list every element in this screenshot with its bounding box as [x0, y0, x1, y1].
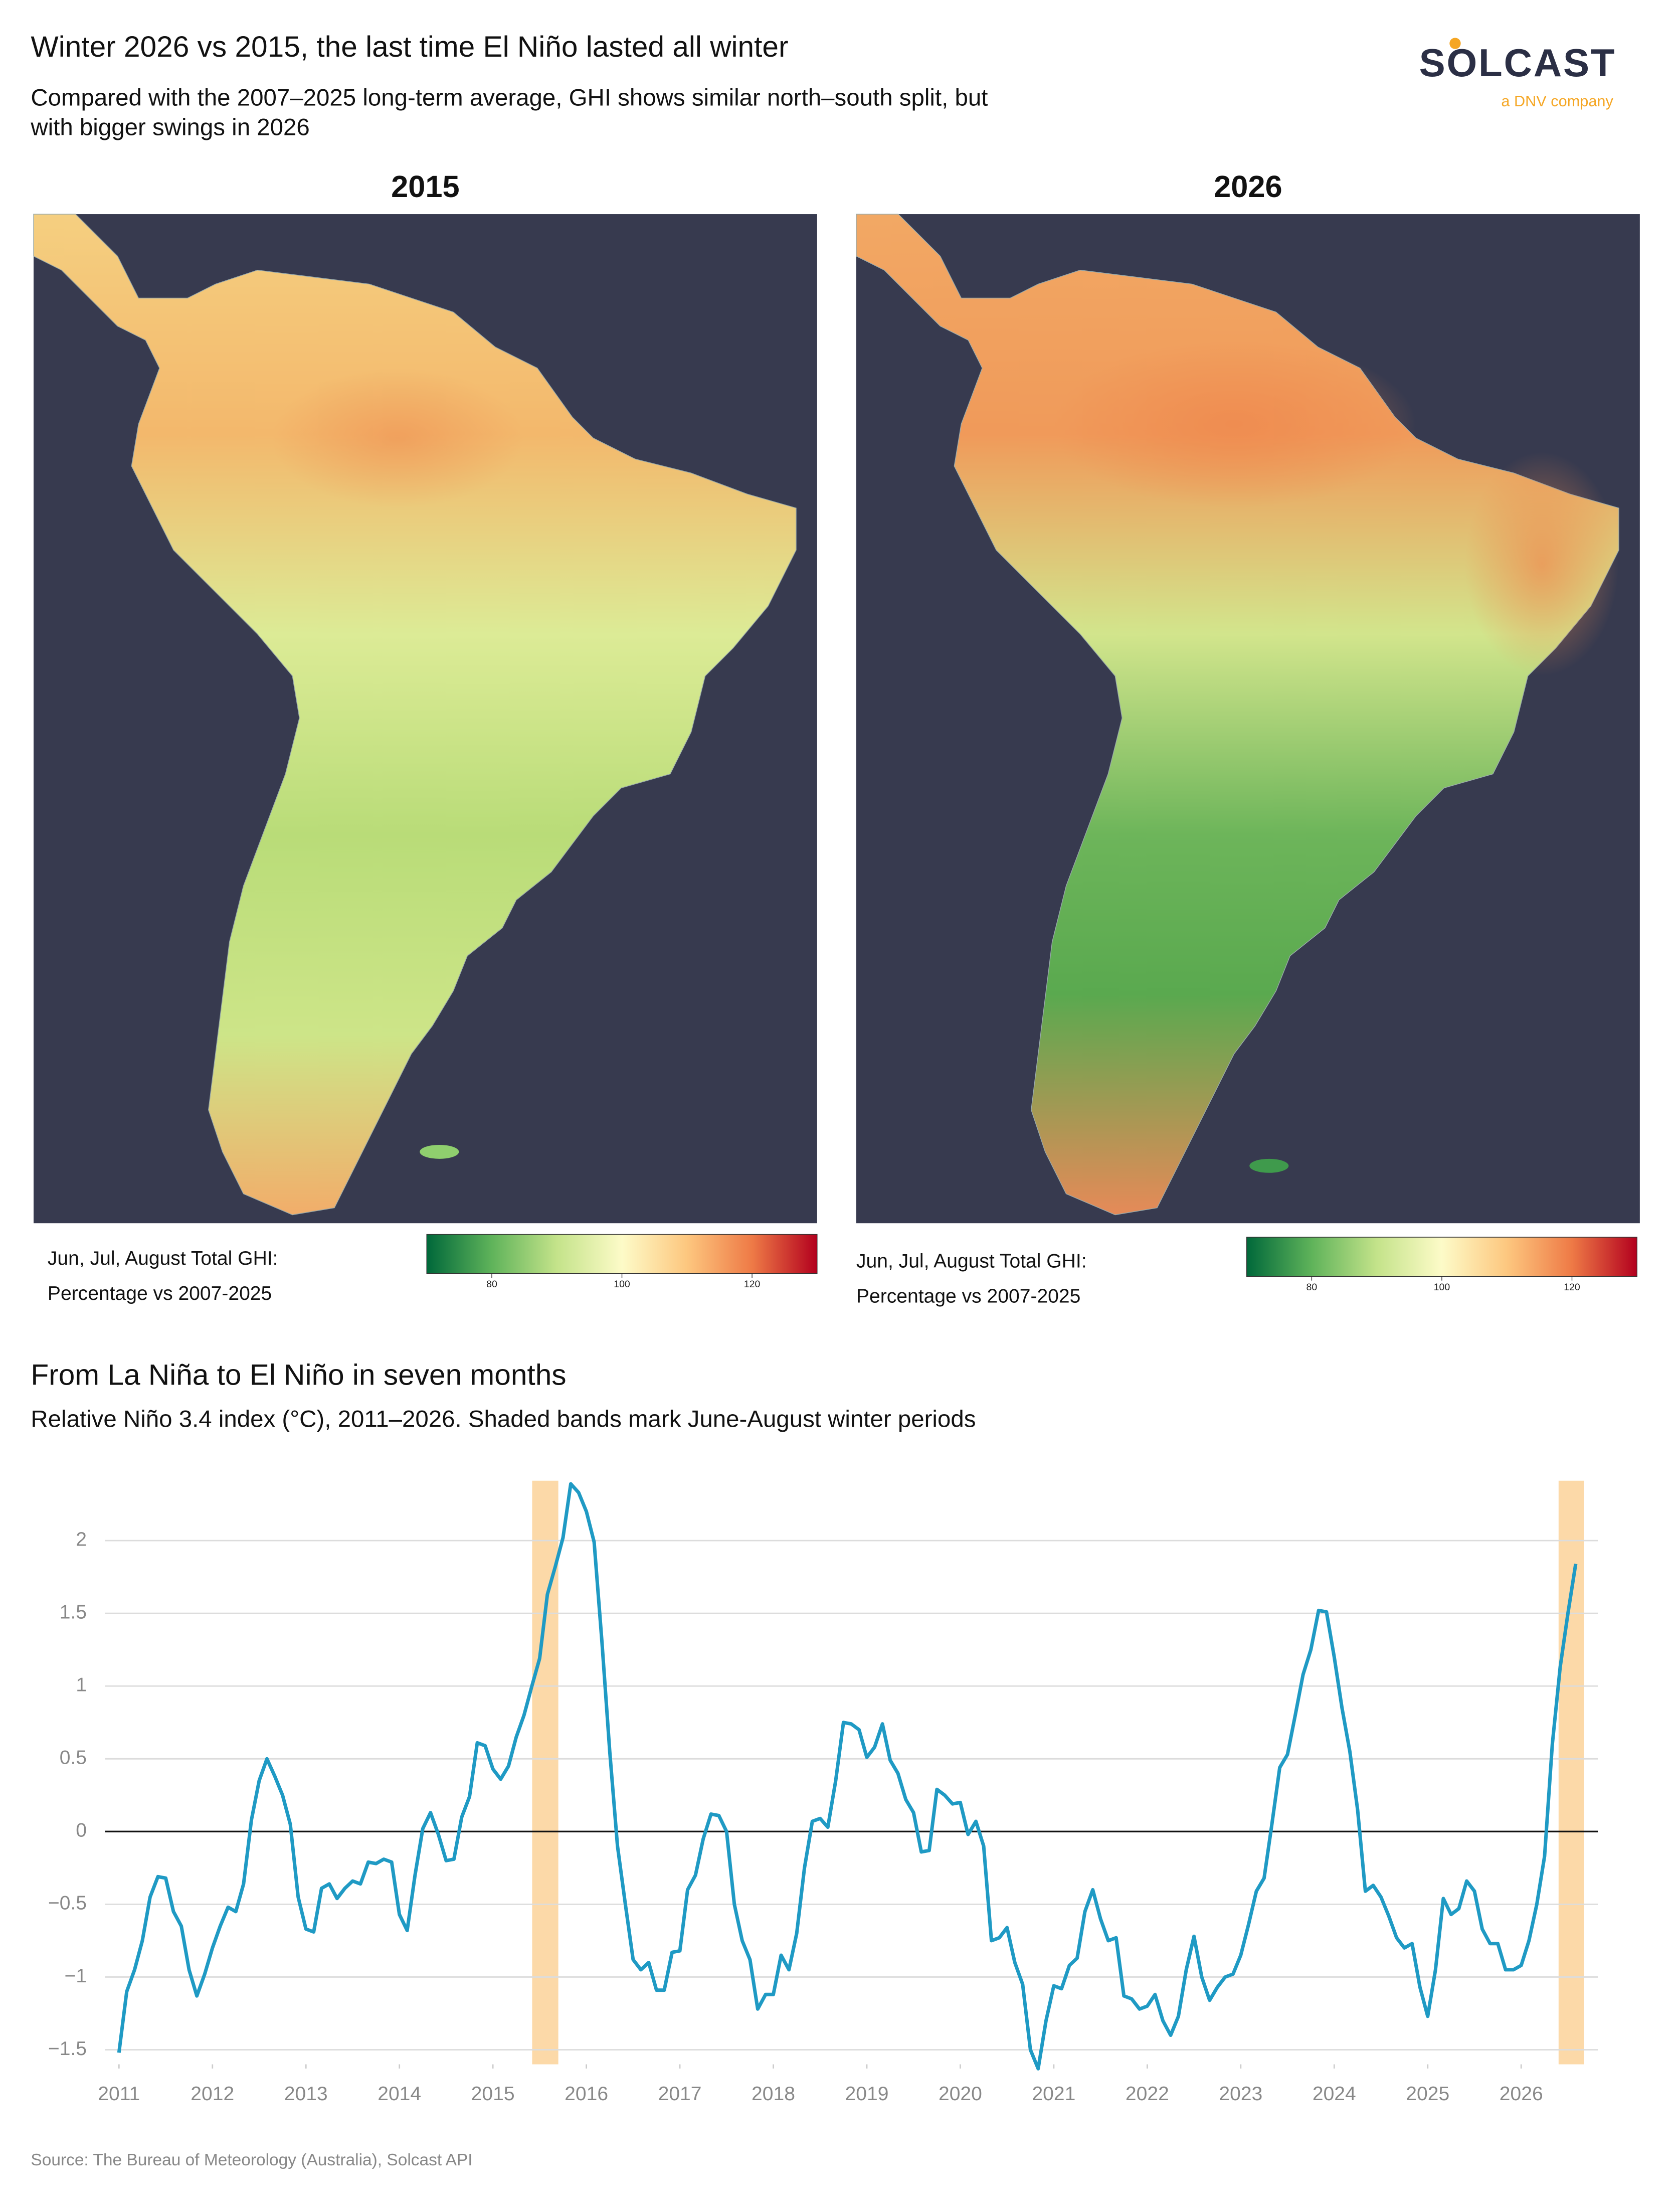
x-tick-label: 2014: [378, 2083, 421, 2105]
legend-title: Percentage vs 2007-2025: [48, 1283, 272, 1304]
colorbar: 80 100 120: [1246, 1237, 1637, 1293]
map-panel: 2015 Jun, Jul, August Total GHI: Percent…: [33, 169, 818, 1304]
map-title: 2015: [391, 169, 460, 204]
y-tick-label: 1.5: [60, 1602, 87, 1623]
x-tick-label: 2018: [752, 2083, 795, 2105]
x-tick-label: 2015: [471, 2083, 515, 2105]
colorbar-tick-label: 120: [1564, 1282, 1580, 1293]
x-tick-label: 2011: [98, 2083, 140, 2105]
legend-title: Jun, Jul, August Total GHI:: [48, 1248, 278, 1269]
page-subtitle: with bigger swings in 2026: [30, 114, 309, 140]
colorbar-gradient: [1246, 1237, 1637, 1277]
shaded-band: [1558, 1480, 1584, 2065]
y-tick-label: 0.5: [60, 1747, 87, 1769]
colorbar-tick-label: 120: [744, 1279, 761, 1290]
logo: SOLCAST: [1419, 41, 1616, 85]
colorbar-tick-label: 100: [1434, 1282, 1450, 1293]
series-line: [117, 1482, 1578, 2071]
x-tick-label: 2025: [1406, 2083, 1449, 2105]
logo-tagline: a DNV company: [1501, 92, 1613, 110]
y-tick-label: 2: [76, 1528, 87, 1550]
colorbar-tick-label: 80: [1307, 1282, 1318, 1293]
y-tick-label: −1: [64, 1965, 87, 1987]
x-tick-label: 2012: [191, 2083, 234, 2105]
map-panel: 2026 Jun, Jul, August Total GHI: Percent…: [855, 169, 1640, 1307]
x-tick-label: 2016: [565, 2083, 608, 2105]
source: Source: The Bureau of Meteorology (Austr…: [31, 2151, 472, 2169]
y-tick-label: −0.5: [48, 1893, 87, 1914]
x-tick-label: 2024: [1313, 2083, 1356, 2105]
plot-area: −1.5 −1 −0.5 0 0.5 1 1.5 2 2011 2012 2013 2014 2015 2…: [48, 1480, 1598, 2105]
colorbar-tick-label: 100: [614, 1279, 630, 1290]
x-tick-label: 2017: [658, 2083, 702, 2105]
x-tick-label: 2023: [1219, 2083, 1262, 2105]
x-tick-label: 2022: [1126, 2083, 1169, 2105]
colorbar-gradient: [426, 1234, 818, 1274]
map-title: 2026: [1214, 169, 1282, 204]
map: [33, 213, 797, 1216]
colorbar-tick-label: 80: [486, 1279, 497, 1290]
legend-title: Percentage vs 2007-2025: [856, 1285, 1080, 1307]
chart-title: From La Niña to El Niño in seven months: [31, 1359, 566, 1392]
colorbar: 80 100 120: [426, 1234, 818, 1290]
y-tick-label: −1.5: [48, 2038, 87, 2060]
legend-title: Jun, Jul, August Total GHI:: [856, 1251, 1087, 1272]
y-tick-label: 1: [76, 1674, 87, 1696]
x-tick-label: 2020: [939, 2083, 982, 2105]
x-tick-label: 2021: [1032, 2083, 1075, 2105]
y-tick-label: 0: [76, 1820, 87, 1841]
map: [855, 213, 1620, 1216]
logo-sun: [1449, 38, 1461, 49]
chart-subtitle: Relative Niño 3.4 index (°C), 2011–2026.…: [31, 1406, 976, 1432]
x-tick-label: 2019: [845, 2083, 889, 2105]
shaded-band: [532, 1480, 558, 2065]
page-title: Winter 2026 vs 2015, the last time El Ni…: [31, 31, 788, 63]
x-tick-label: 2013: [284, 2083, 328, 2105]
x-tick-label: 2026: [1500, 2083, 1543, 2105]
page-subtitle: Compared with the 2007–2025 long-term av…: [31, 85, 988, 111]
